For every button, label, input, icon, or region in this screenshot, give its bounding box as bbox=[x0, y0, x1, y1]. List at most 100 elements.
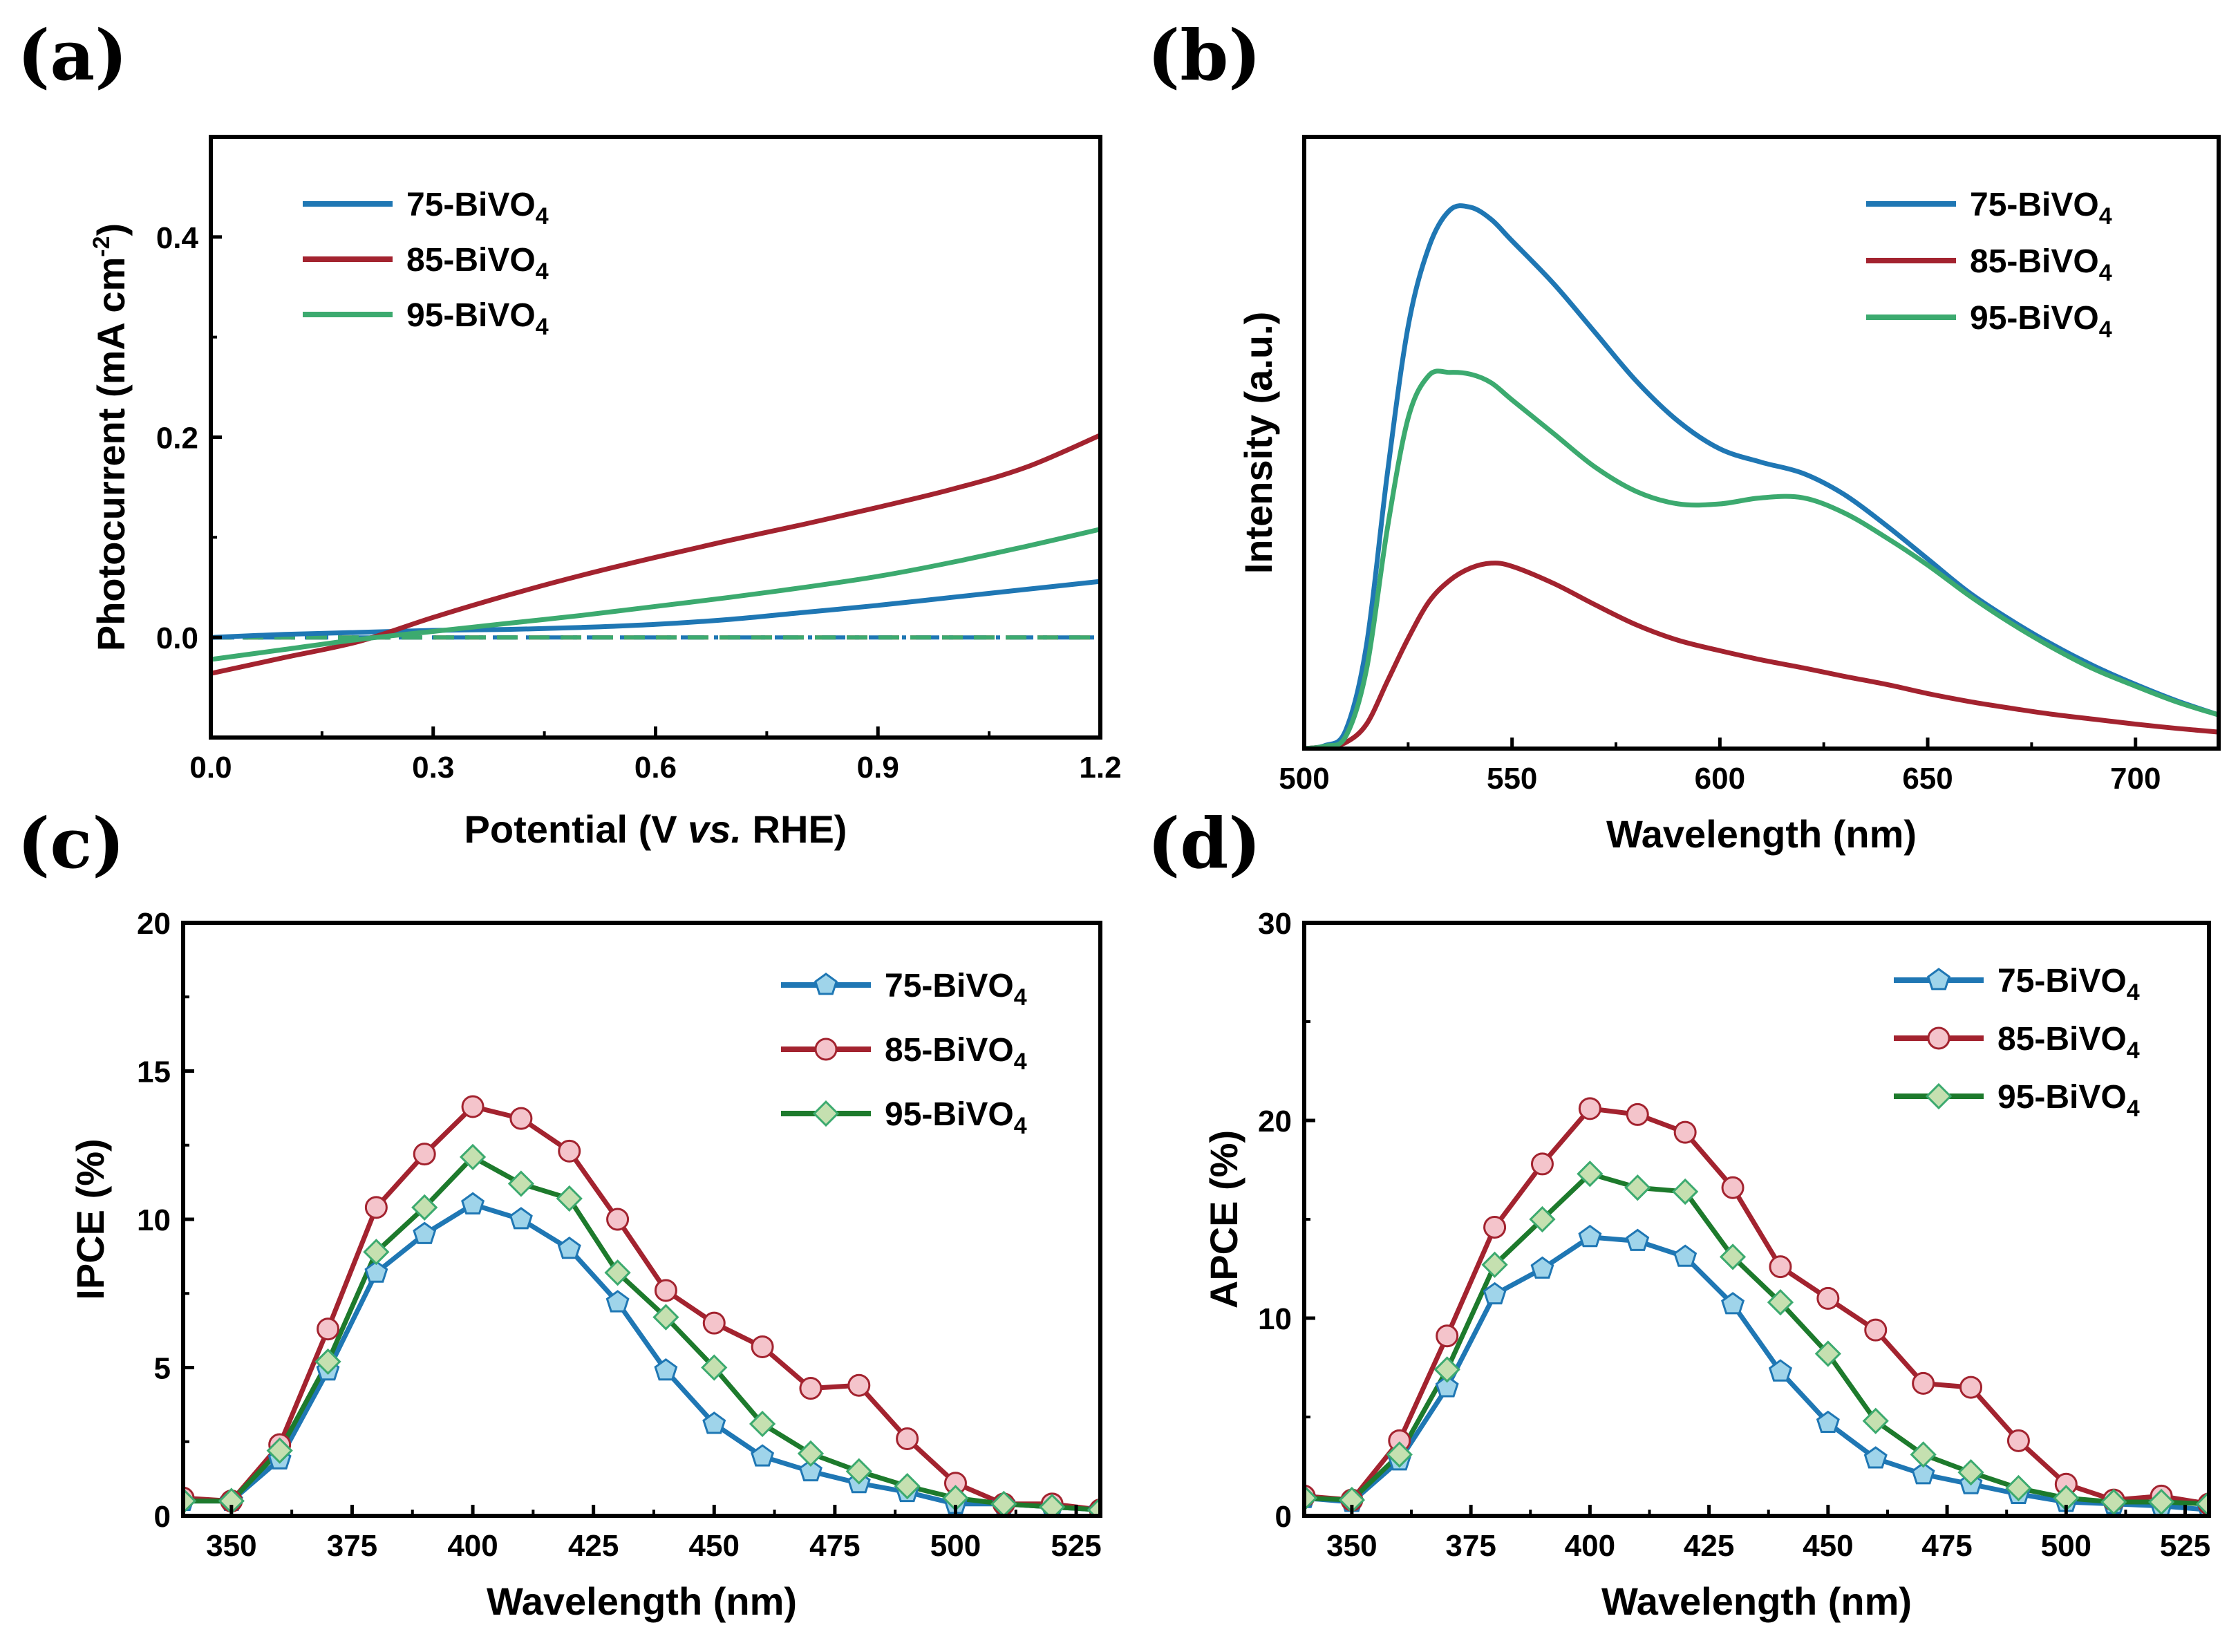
legend-label: 95-BiVO4 bbox=[885, 1096, 1027, 1139]
panel-letter-b: (b) bbox=[1147, 15, 1261, 96]
series-line-85 bbox=[1304, 1106, 2209, 1507]
x-tick-label: 600 bbox=[1695, 762, 1745, 796]
x-axis-title: Wavelength (nm) bbox=[1601, 1579, 1912, 1623]
data-point-pentagon bbox=[509, 1207, 533, 1230]
data-point-diamond bbox=[266, 1437, 293, 1464]
x-tick-label: 525 bbox=[1051, 1529, 1101, 1563]
data-point-circle bbox=[1436, 1324, 1459, 1348]
data-point-circle bbox=[814, 1038, 838, 1061]
data-point-circle bbox=[1769, 1255, 1792, 1279]
legend-label-subscript: 4 bbox=[2099, 317, 2112, 343]
data-point-pentagon bbox=[1911, 1462, 1935, 1485]
data-point-pentagon bbox=[654, 1358, 678, 1381]
x-tick-label: 375 bbox=[1445, 1529, 1496, 1563]
x-tick-label: 425 bbox=[568, 1529, 619, 1563]
series-line-75 bbox=[1304, 203, 2219, 749]
data-point-diamond bbox=[749, 1410, 776, 1438]
legend: 75-BiVO4 85-BiVO4 95-BiVO4 bbox=[303, 187, 549, 340]
x-axis-title: Wavelength (nm) bbox=[1606, 812, 1917, 856]
data-point-pentagon bbox=[1927, 968, 1950, 991]
x-axis-title: Potential (V vs. RHE) bbox=[464, 807, 847, 851]
panel-letter-c: (c) bbox=[17, 802, 125, 884]
legend-label: 85-BiVO4 bbox=[1997, 1021, 2140, 1064]
data-point-diamond bbox=[1529, 1205, 1556, 1233]
x-tick-label: 400 bbox=[447, 1529, 498, 1563]
data-point-diamond bbox=[1767, 1288, 1794, 1316]
data-point-diamond bbox=[701, 1354, 728, 1381]
y-tick-label: 30 bbox=[1258, 907, 1292, 941]
data-point-diamond bbox=[363, 1239, 390, 1266]
data-point-pentagon bbox=[364, 1260, 388, 1283]
data-point-circle bbox=[1673, 1120, 1697, 1144]
data-point-pentagon bbox=[1626, 1228, 1650, 1251]
data-point-pentagon bbox=[702, 1411, 726, 1434]
x-tick-label: 500 bbox=[930, 1529, 981, 1563]
plot-area bbox=[211, 433, 1100, 676]
data-point-circle bbox=[509, 1107, 533, 1130]
data-point-diamond bbox=[990, 1490, 1017, 1516]
x-tick-label: 375 bbox=[327, 1529, 377, 1563]
series-line-85 bbox=[183, 1104, 1100, 1512]
x-tick-label: 475 bbox=[1921, 1529, 1972, 1563]
y-tick-label: 0 bbox=[154, 1500, 171, 1534]
data-point-diamond bbox=[2195, 1490, 2209, 1516]
plot-area bbox=[183, 1095, 1100, 1516]
y-tick-label: 0.0 bbox=[156, 621, 198, 655]
data-point-circle bbox=[751, 1335, 774, 1358]
legend-label-subscript: 4 bbox=[2127, 1038, 2140, 1064]
legend-label-subscript: 4 bbox=[2099, 203, 2112, 229]
legend-label-subscript: 4 bbox=[2099, 260, 2112, 286]
y-tick-label: 10 bbox=[137, 1203, 171, 1237]
series-line-95 bbox=[1304, 368, 2219, 749]
series-line-85 bbox=[1304, 561, 2219, 749]
data-point-circle bbox=[317, 1317, 340, 1341]
data-point-diamond bbox=[1481, 1251, 1508, 1278]
x-tick-label: 425 bbox=[1684, 1529, 1734, 1563]
data-point-diamond bbox=[1624, 1174, 1651, 1201]
chart-panel-a: 0.0 0.3 0.6 0.9 1.2 0.0 0.2 0.4 Potential (V vs.… bbox=[88, 135, 1122, 851]
legend-label-subscript: 4 bbox=[2127, 1096, 2140, 1122]
data-point-pentagon bbox=[1768, 1359, 1792, 1382]
data-point-diamond bbox=[1087, 1496, 1100, 1516]
x-tick-label: 450 bbox=[689, 1529, 740, 1563]
data-point-diamond bbox=[1304, 1485, 1318, 1512]
x-tick-label: 650 bbox=[1902, 762, 1953, 796]
x-axis-title-italic: vs. bbox=[688, 807, 742, 851]
legend-label-subscript: 4 bbox=[536, 203, 549, 229]
data-point-diamond bbox=[1672, 1178, 1699, 1205]
legend-label-subscript: 4 bbox=[1014, 984, 1027, 1011]
data-point-pentagon bbox=[557, 1237, 581, 1259]
x-axis-title-part: Potential (V bbox=[464, 807, 688, 851]
x-tick-label: 475 bbox=[809, 1529, 860, 1563]
data-point-pentagon bbox=[798, 1458, 822, 1482]
data-point-pentagon bbox=[1816, 1410, 1840, 1433]
data-point-circle bbox=[1959, 1376, 1983, 1399]
legend: 75-BiVO4 85-BiVO4 95-BiVO4 bbox=[781, 968, 1027, 1139]
panel-letter-a: (a) bbox=[17, 15, 127, 96]
data-point-pentagon bbox=[1578, 1224, 1602, 1248]
data-point-circle bbox=[847, 1373, 871, 1397]
legend-label: 95-BiVO4 bbox=[1997, 1079, 2140, 1122]
y-tick-label: 0.2 bbox=[156, 422, 198, 456]
plot-area bbox=[1304, 1097, 2209, 1516]
x-axis-title-part: RHE) bbox=[742, 807, 847, 851]
data-point-pentagon bbox=[1483, 1282, 1507, 1305]
data-point-pentagon bbox=[605, 1290, 630, 1313]
data-point-diamond bbox=[411, 1194, 438, 1221]
x-tick-label: 500 bbox=[1279, 762, 1329, 796]
x-tick-label: 400 bbox=[1565, 1529, 1615, 1563]
data-point-circle bbox=[461, 1095, 485, 1118]
data-point-circle bbox=[1912, 1371, 1935, 1395]
data-point-diamond bbox=[1862, 1407, 1889, 1434]
data-point-pentagon bbox=[461, 1192, 485, 1214]
plot-frame bbox=[1302, 135, 2221, 751]
data-point-diamond bbox=[797, 1440, 825, 1467]
data-point-circle bbox=[558, 1139, 581, 1163]
y-tick-label: 0.4 bbox=[156, 221, 199, 255]
data-point-diamond bbox=[812, 1100, 840, 1127]
data-point-pentagon bbox=[751, 1444, 775, 1467]
data-point-pentagon bbox=[1673, 1244, 1698, 1267]
y-tick-label: 20 bbox=[1258, 1105, 1292, 1138]
chart-panel-d: 350 375 400 425 450 475 500 525 0 10 20 30 Wavelengt… bbox=[1202, 907, 2211, 1623]
